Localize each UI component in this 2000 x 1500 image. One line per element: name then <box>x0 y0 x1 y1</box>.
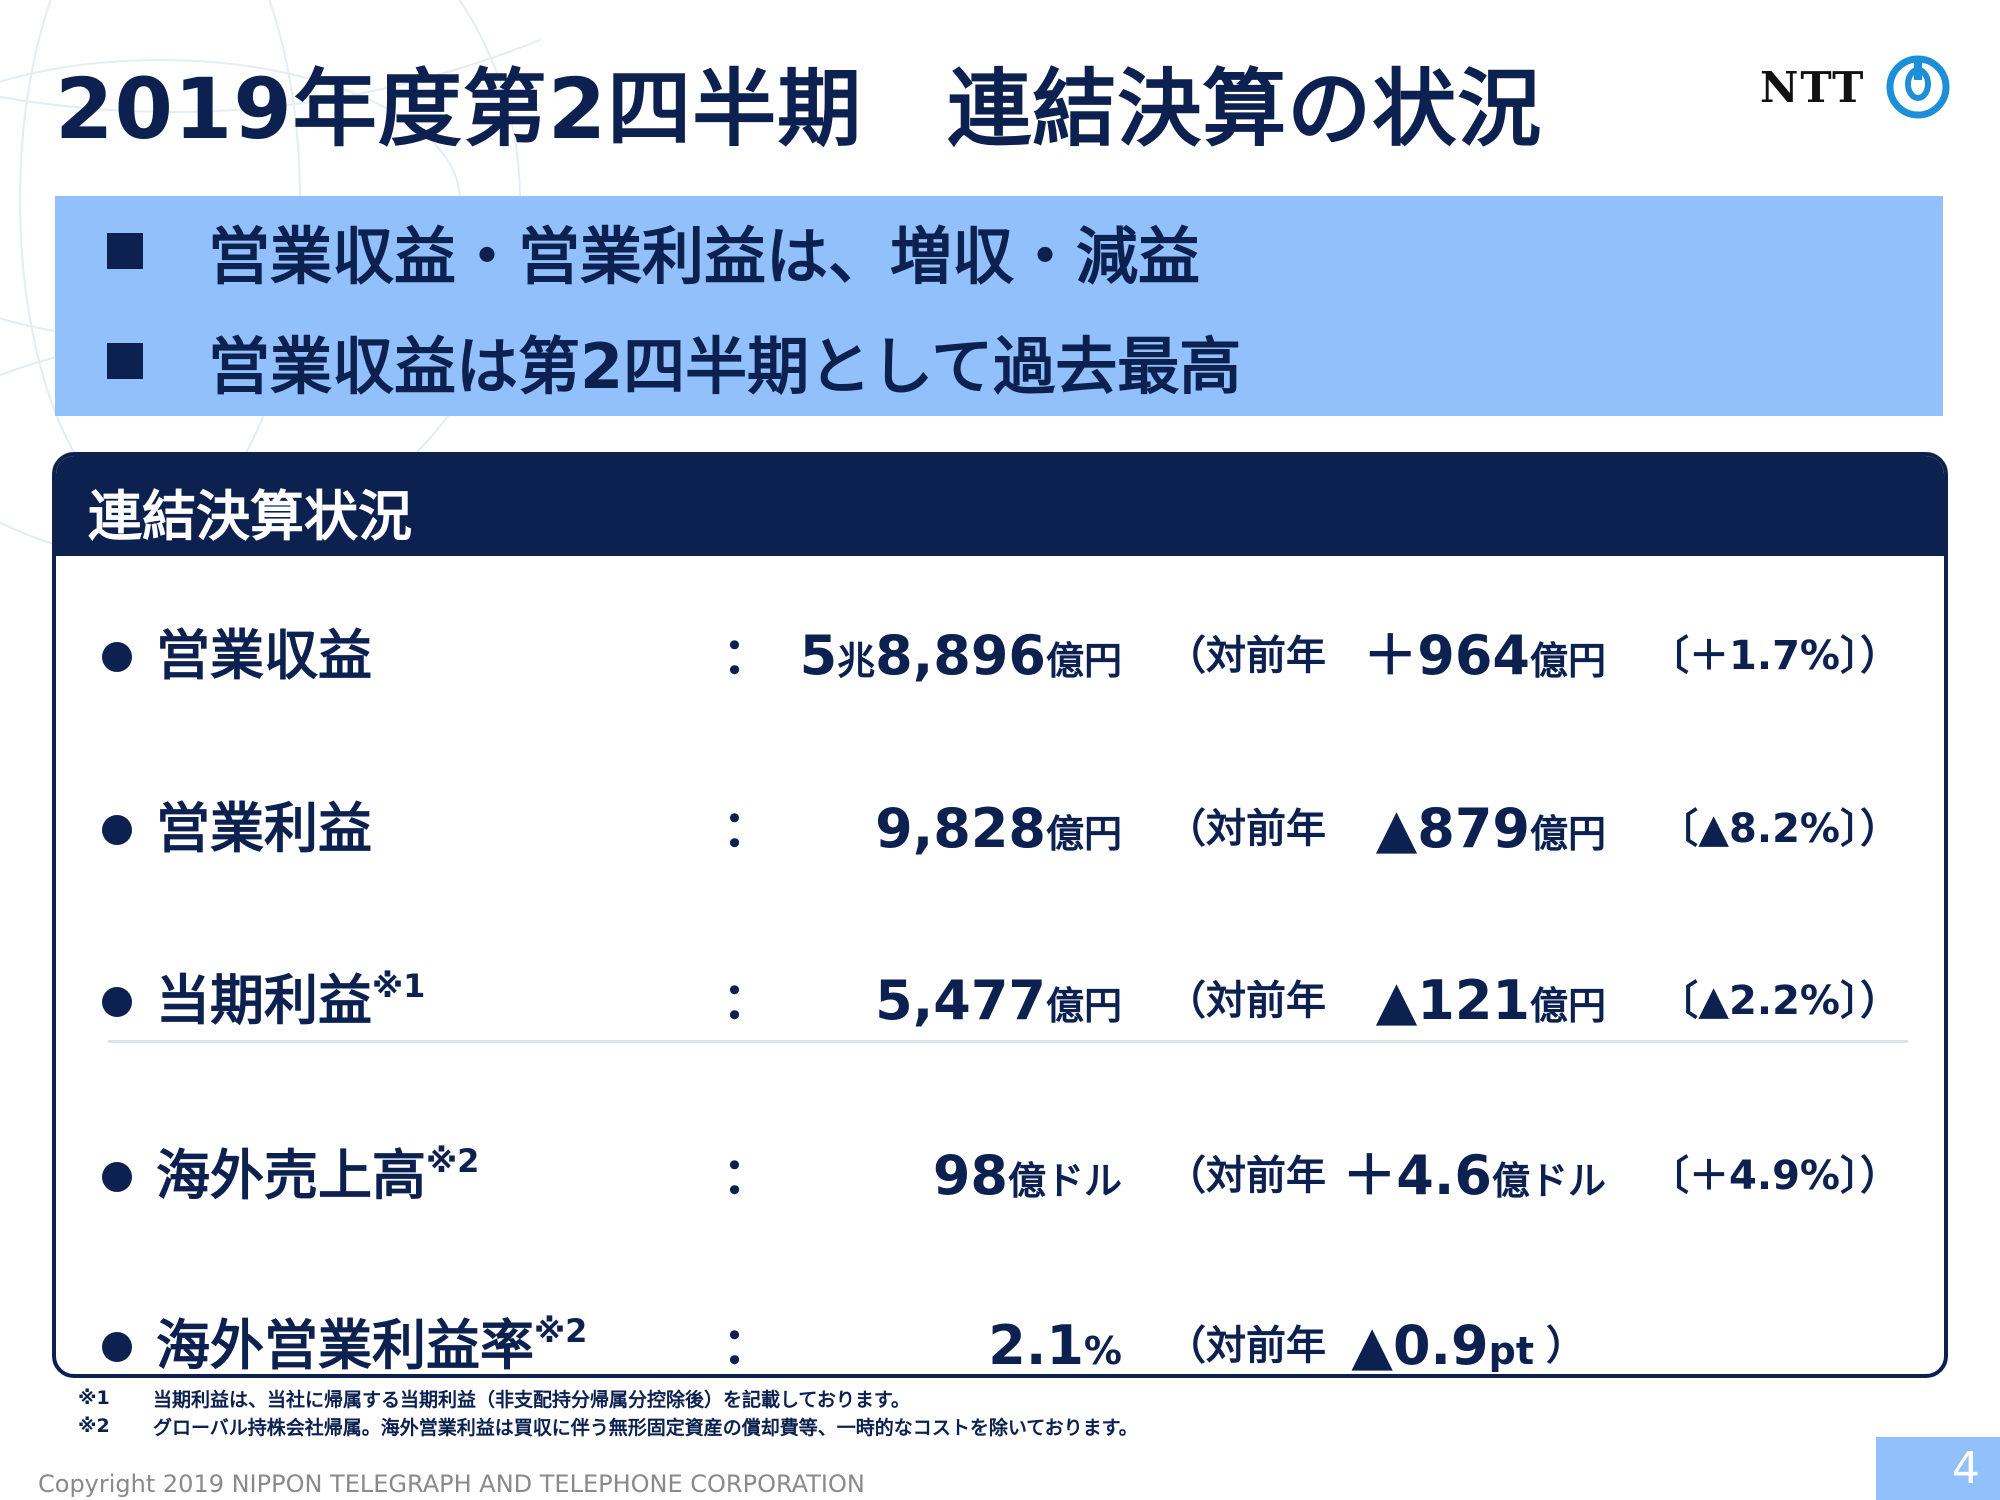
row-change: ▲879億円 <box>1375 797 1606 860</box>
summary-banner: 営業収益・営業利益は、増収・減益 営業収益は第2四半期として過去最高 <box>55 196 1943 416</box>
panel-header: 連結決算状況 <box>56 456 1944 556</box>
logo-text: NTT <box>1760 62 1866 112</box>
row-label: 海外売上高※2 <box>156 1142 480 1207</box>
row-percent: 〔▲2.2%〕） <box>1658 978 1900 1024</box>
ntt-circle-icon <box>1886 55 1950 119</box>
page-number: 4 <box>1876 1437 2000 1500</box>
row-change: ＋964億円 <box>1363 624 1606 687</box>
result-row-overseas-sales: 海外売上高※2 ： 98億ドル （対前年 ＋4.6億ドル 〔＋4.9%〕） <box>56 1136 1944 1216</box>
copyright: Copyright 2019 NIPPON TELEGRAPH AND TELE… <box>38 1470 865 1498</box>
results-panel: 連結決算状況 営業収益 ： 5兆8,896億円 （対前年 ＋964億円 〔＋1.… <box>52 452 1948 1378</box>
row-yoy-label: （対前年 <box>1166 806 1326 852</box>
ntt-logo: NTT <box>1760 52 1951 122</box>
row-yoy-label: （対前年 <box>1166 1323 1326 1369</box>
row-colon: ： <box>722 1317 772 1375</box>
row-change: ＋4.6億ドル <box>1342 1144 1606 1207</box>
summary-text: 営業収益・営業利益は、増収・減益 <box>208 220 1201 293</box>
row-label: 当期利益※1 <box>156 967 426 1032</box>
footnotes: ※1 当期利益は、当社に帰属する当期利益（非支配持分帰属分控除後）を記載しており… <box>78 1384 1138 1440</box>
divider <box>108 1040 1908 1043</box>
row-percent: 〔＋4.9%〕） <box>1649 1153 1900 1199</box>
result-row-net-income: 当期利益※1 ： 5,477億円 （対前年 ▲121億円 〔▲2.2%〕） <box>56 961 1944 1041</box>
row-value: 98億ドル <box>932 1144 1122 1207</box>
row-value: 2.1% <box>988 1314 1122 1377</box>
bullet-dot-icon <box>102 987 132 1017</box>
page-title: 2019年度第2四半期 連結決算の状況 <box>55 60 1543 158</box>
row-change: ▲0.9pt <box>1351 1314 1534 1377</box>
row-yoy-label: （対前年 <box>1166 633 1326 679</box>
result-row-revenue: 営業収益 ： 5兆8,896億円 （対前年 ＋964億円 〔＋1.7%〕） <box>56 616 1944 696</box>
row-label: 営業利益 <box>156 797 372 860</box>
row-label: 海外営業利益率※2 <box>156 1312 588 1377</box>
summary-item: 営業収益・営業利益は、増収・減益 <box>55 196 1200 306</box>
row-value: 5,477億円 <box>875 969 1122 1032</box>
panel-heading: 連結決算状況 <box>88 485 412 548</box>
row-colon: ： <box>722 972 772 1030</box>
row-percent: ） <box>1546 1323 1586 1369</box>
row-change: ▲121億円 <box>1375 969 1606 1032</box>
result-row-operating-profit: 営業利益 ： 9,828億円 （対前年 ▲879億円 〔▲8.2%〕） <box>56 789 1944 869</box>
square-bullet-icon <box>107 343 143 379</box>
square-bullet-icon <box>107 233 143 269</box>
summary-text: 営業収益は第2四半期として過去最高 <box>208 330 1242 403</box>
row-colon: ： <box>722 1147 772 1205</box>
row-colon: ： <box>722 627 772 685</box>
row-percent: 〔▲8.2%〕） <box>1658 806 1900 852</box>
row-value: 5兆8,896億円 <box>799 624 1122 687</box>
bullet-dot-icon <box>102 815 132 845</box>
row-yoy-label: （対前年 <box>1166 978 1326 1024</box>
footnote: ※2 グローバル持株会社帰属。海外営業利益は買収に伴う無形固定資産の償却費等、一… <box>78 1415 1138 1439</box>
footnote: ※1 当期利益は、当社に帰属する当期利益（非支配持分帰属分控除後）を記載しており… <box>78 1387 910 1411</box>
bullet-dot-icon <box>102 1332 132 1362</box>
row-label: 営業収益 <box>156 624 372 687</box>
bullet-dot-icon <box>102 642 132 672</box>
row-value: 9,828億円 <box>875 797 1122 860</box>
bullet-dot-icon <box>102 1162 132 1192</box>
row-colon: ： <box>722 800 772 858</box>
row-yoy-label: （対前年 <box>1166 1153 1326 1199</box>
result-row-overseas-margin: 海外営業利益率※2 ： 2.1% （対前年 ▲0.9pt ） <box>56 1306 1944 1377</box>
summary-item: 営業収益は第2四半期として過去最高 <box>55 306 1241 416</box>
row-percent: 〔＋1.7%〕） <box>1649 633 1900 679</box>
